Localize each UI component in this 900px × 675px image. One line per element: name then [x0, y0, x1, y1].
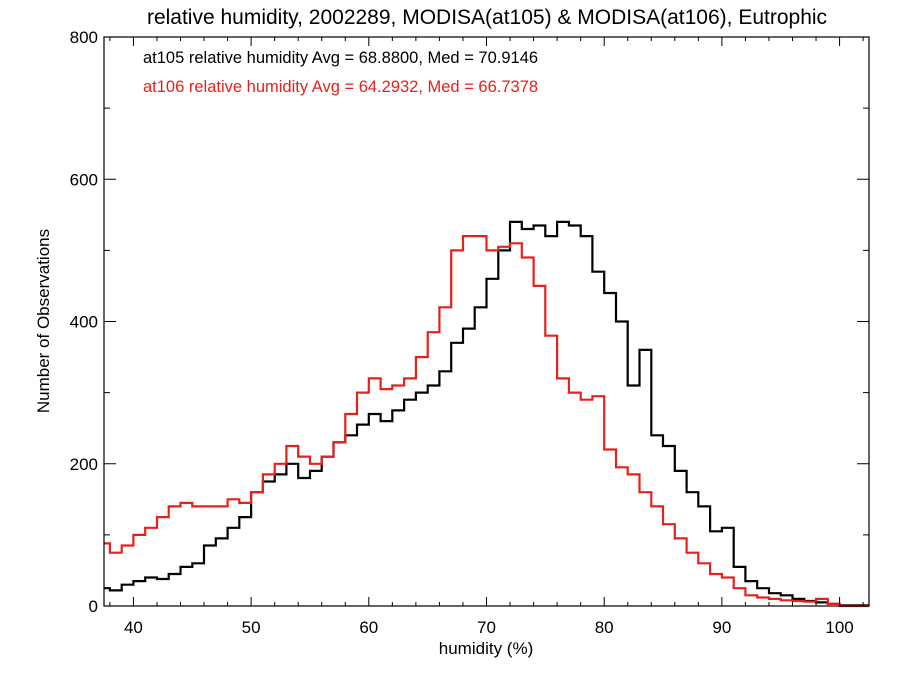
x-tick-label: 80	[595, 618, 614, 637]
y-tick-label: 400	[70, 313, 98, 332]
x-axis-label: humidity (%)	[439, 639, 533, 658]
series-line-1	[104, 235, 869, 608]
series-line-0	[104, 220, 869, 607]
y-axis-label: Number of Observations	[34, 229, 53, 413]
chart-title: relative humidity, 2002289, MODISA(at105…	[147, 6, 827, 29]
annotation-at105: at105 relative humidity Avg = 68.8800, M…	[143, 49, 538, 67]
x-tick-label: 90	[712, 618, 731, 637]
y-tick-label: 800	[70, 28, 98, 47]
x-tick-label: 60	[359, 618, 378, 637]
plot-frame	[103, 36, 870, 607]
series-layer	[104, 220, 869, 608]
annotation-at106: at106 relative humidity Avg = 64.2932, M…	[143, 78, 538, 96]
y-tick-label: 0	[89, 597, 98, 616]
x-tick-label: 70	[477, 618, 496, 637]
y-tick-label: 600	[70, 170, 98, 189]
x-tick-label: 40	[124, 618, 143, 637]
y-tick-label: 200	[70, 455, 98, 474]
x-axis: 40 50 60 70 80 90 100	[109, 37, 864, 637]
plot-area	[103, 36, 870, 608]
y-axis: 0 200 400 600 800	[70, 28, 869, 616]
x-tick-label: 100	[825, 618, 853, 637]
x-tick-label: 50	[242, 618, 261, 637]
